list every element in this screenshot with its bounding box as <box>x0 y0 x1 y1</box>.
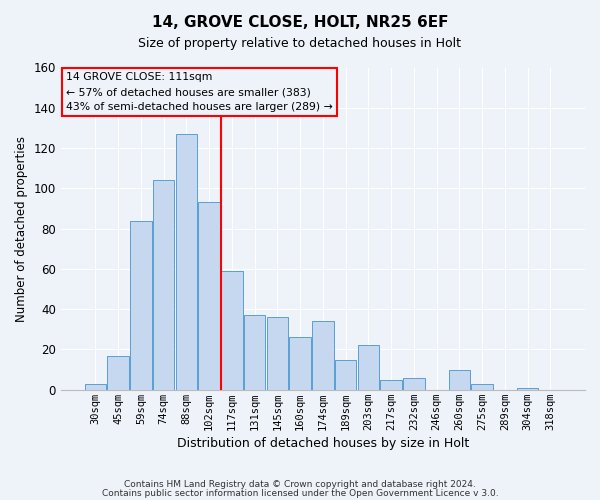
Bar <box>358 346 379 390</box>
X-axis label: Distribution of detached houses by size in Holt: Distribution of detached houses by size … <box>177 437 469 450</box>
Text: Contains HM Land Registry data © Crown copyright and database right 2024.: Contains HM Land Registry data © Crown c… <box>124 480 476 489</box>
Bar <box>244 316 265 390</box>
Bar <box>221 271 243 390</box>
Bar <box>449 370 470 390</box>
Bar <box>107 356 129 390</box>
Bar <box>517 388 538 390</box>
Text: Contains public sector information licensed under the Open Government Licence v : Contains public sector information licen… <box>101 490 499 498</box>
Bar <box>266 318 288 390</box>
Bar <box>289 338 311 390</box>
Bar <box>312 322 334 390</box>
Bar <box>176 134 197 390</box>
Text: 14, GROVE CLOSE, HOLT, NR25 6EF: 14, GROVE CLOSE, HOLT, NR25 6EF <box>152 15 448 30</box>
Bar <box>403 378 425 390</box>
Bar <box>335 360 356 390</box>
Bar <box>130 220 152 390</box>
Bar <box>472 384 493 390</box>
Text: 14 GROVE CLOSE: 111sqm
← 57% of detached houses are smaller (383)
43% of semi-de: 14 GROVE CLOSE: 111sqm ← 57% of detached… <box>66 72 333 112</box>
Bar <box>85 384 106 390</box>
Bar <box>380 380 402 390</box>
Bar <box>153 180 175 390</box>
Y-axis label: Number of detached properties: Number of detached properties <box>15 136 28 322</box>
Bar <box>199 202 220 390</box>
Text: Size of property relative to detached houses in Holt: Size of property relative to detached ho… <box>139 38 461 51</box>
